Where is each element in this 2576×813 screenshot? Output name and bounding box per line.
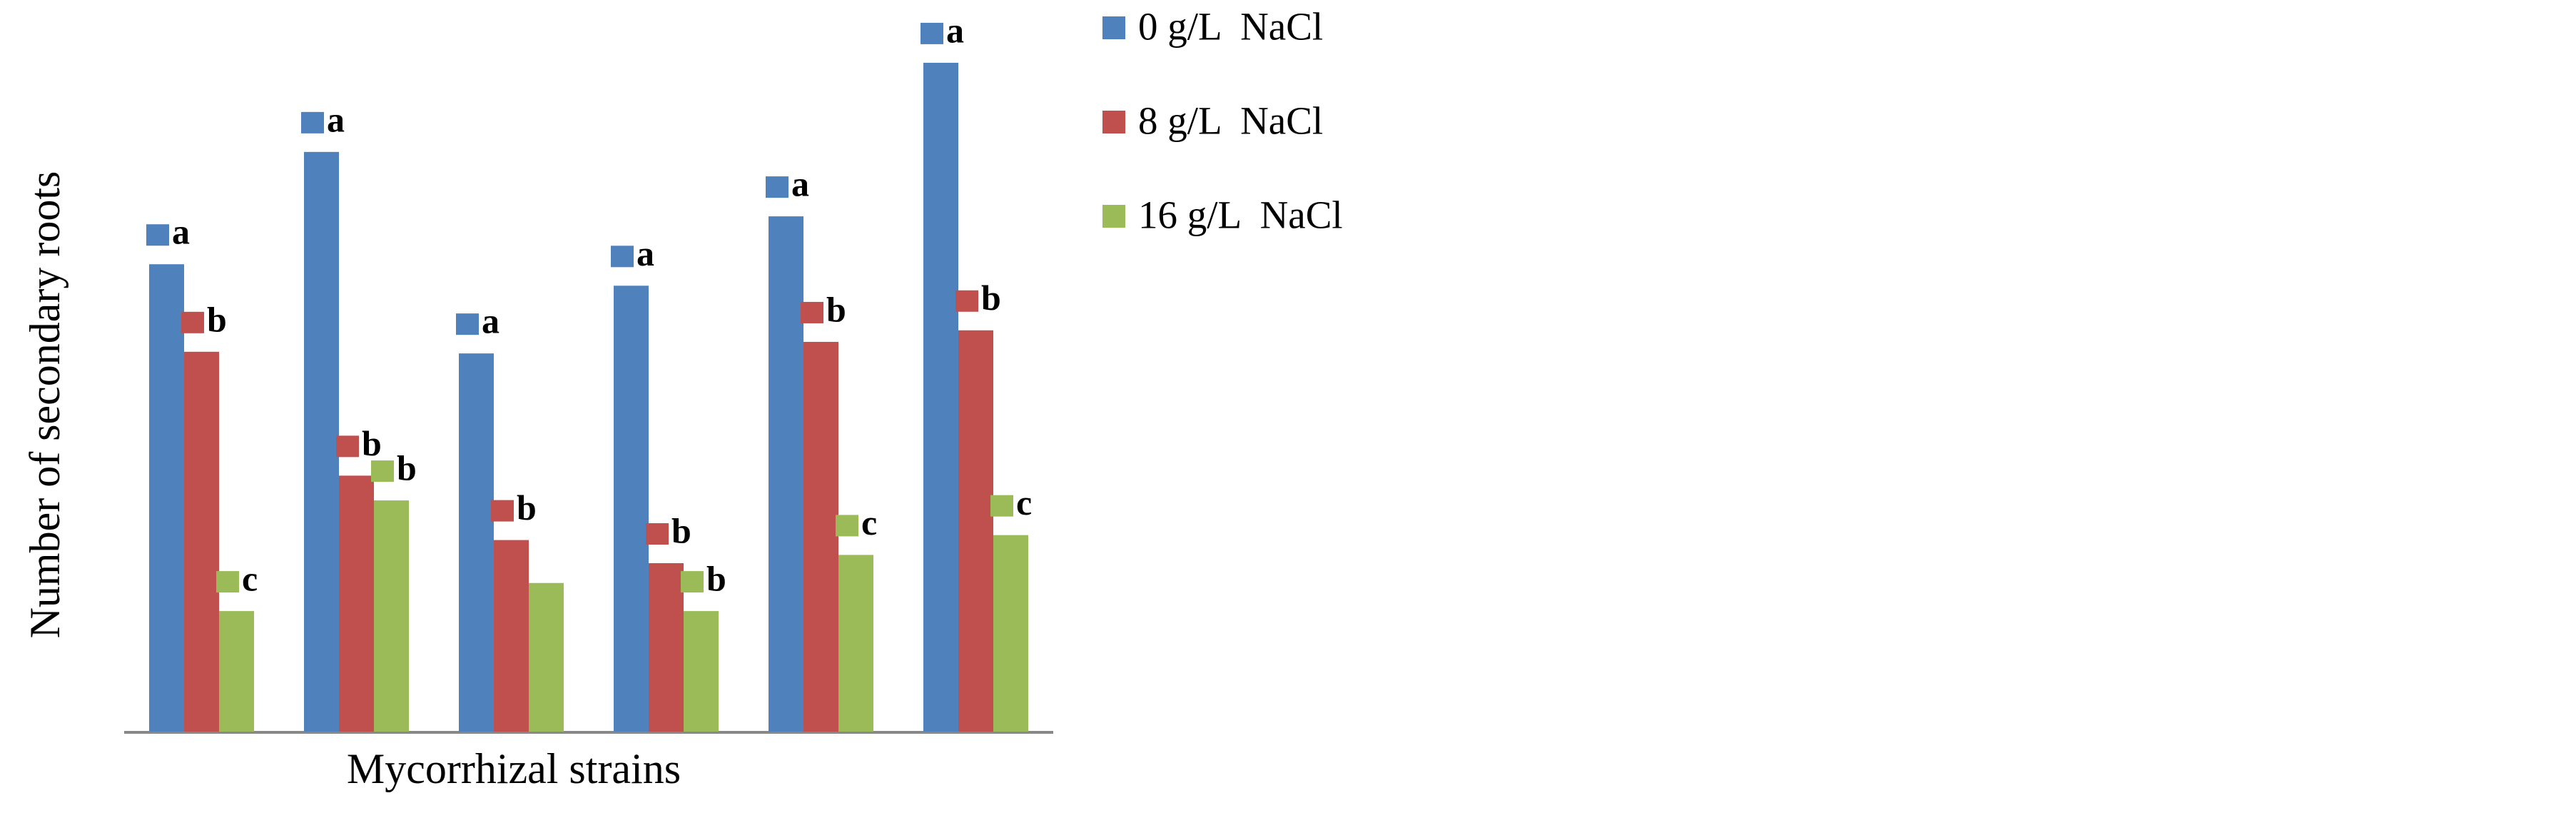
- bar: [339, 475, 374, 732]
- label-marker: [990, 495, 1013, 517]
- label-marker: [766, 176, 788, 198]
- data-label: a: [791, 164, 809, 204]
- bar: [649, 562, 684, 732]
- data-label: b: [826, 289, 846, 329]
- bar: [838, 555, 873, 732]
- bar: [923, 62, 958, 732]
- bar: [459, 353, 494, 732]
- bar: [684, 611, 719, 732]
- data-label: b: [362, 423, 382, 463]
- data-label: b: [517, 488, 537, 527]
- bar: [769, 216, 803, 732]
- label-marker: [921, 22, 943, 44]
- bar: [958, 330, 993, 732]
- bar: [614, 286, 649, 732]
- bar: [304, 151, 339, 732]
- label-marker: [146, 224, 169, 246]
- y-axis-label: Number of secondary roots: [21, 171, 69, 639]
- label-marker: [301, 111, 324, 133]
- data-label: c: [242, 559, 258, 599]
- label-marker: [371, 460, 394, 483]
- label-marker: [491, 500, 514, 522]
- data-label: b: [397, 448, 417, 488]
- data-label: b: [981, 278, 1001, 318]
- legend-swatch: [1102, 205, 1125, 228]
- x-axis-label: Mycorrhizal strains: [347, 745, 681, 792]
- data-label: b: [207, 299, 227, 339]
- label-marker: [336, 435, 359, 458]
- bar: [993, 535, 1028, 732]
- label-marker: [801, 301, 823, 323]
- data-label: a: [482, 301, 500, 341]
- bar: [494, 540, 529, 732]
- legend-label: 8 g/L NaCl: [1138, 99, 1323, 143]
- bar: [529, 582, 564, 732]
- legend-label: 0 g/L NaCl: [1138, 5, 1323, 49]
- label-marker: [836, 515, 858, 537]
- legend-swatch: [1102, 16, 1125, 39]
- label-marker: [181, 311, 204, 333]
- label-marker: [955, 290, 978, 312]
- label-marker: [456, 313, 479, 335]
- bar: [374, 500, 409, 732]
- data-label: a: [327, 99, 345, 139]
- bar: [184, 351, 219, 732]
- label-marker: [216, 571, 239, 593]
- data-label: a: [637, 233, 654, 273]
- legend-swatch: [1102, 111, 1125, 133]
- bar: [219, 611, 254, 732]
- data-label: a: [172, 212, 190, 252]
- bar: [149, 264, 184, 732]
- data-label: b: [671, 510, 691, 550]
- label-marker: [681, 571, 704, 593]
- bar: [803, 341, 838, 732]
- data-label: c: [861, 503, 877, 542]
- data-label: b: [706, 559, 726, 599]
- legend-label: 16 g/L NaCl: [1138, 193, 1343, 237]
- label-marker: [611, 246, 634, 268]
- data-label: c: [1016, 483, 1032, 522]
- label-marker: [646, 522, 669, 545]
- data-label: a: [946, 10, 964, 50]
